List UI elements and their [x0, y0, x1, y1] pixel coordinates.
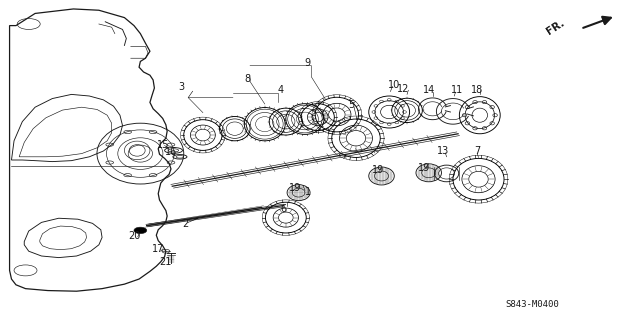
Text: 18: 18 — [471, 85, 484, 95]
Text: 7: 7 — [474, 146, 480, 156]
Circle shape — [134, 227, 147, 234]
Text: 2: 2 — [182, 219, 188, 229]
FancyArrowPatch shape — [584, 16, 611, 27]
Text: 4: 4 — [278, 85, 284, 95]
Text: 8: 8 — [244, 74, 251, 84]
Text: 17: 17 — [152, 244, 165, 254]
Text: 14: 14 — [422, 85, 435, 95]
Text: 13: 13 — [437, 146, 450, 156]
Text: 19: 19 — [418, 163, 431, 173]
Text: 19: 19 — [371, 165, 384, 175]
Text: 5: 5 — [348, 100, 354, 110]
Text: 1: 1 — [305, 187, 311, 197]
Text: 11: 11 — [450, 85, 463, 95]
Text: 15: 15 — [157, 140, 170, 150]
Text: S843-M0400: S843-M0400 — [506, 300, 560, 309]
Text: FR.: FR. — [545, 18, 567, 37]
Text: 12: 12 — [397, 84, 410, 94]
Text: 16: 16 — [165, 147, 177, 157]
Text: 19: 19 — [288, 183, 301, 193]
Text: 21: 21 — [160, 257, 172, 267]
Text: 9: 9 — [304, 58, 311, 68]
Text: 20: 20 — [128, 231, 140, 241]
Text: 6: 6 — [281, 204, 287, 214]
Text: 3: 3 — [179, 82, 185, 92]
Text: 10: 10 — [388, 80, 401, 90]
